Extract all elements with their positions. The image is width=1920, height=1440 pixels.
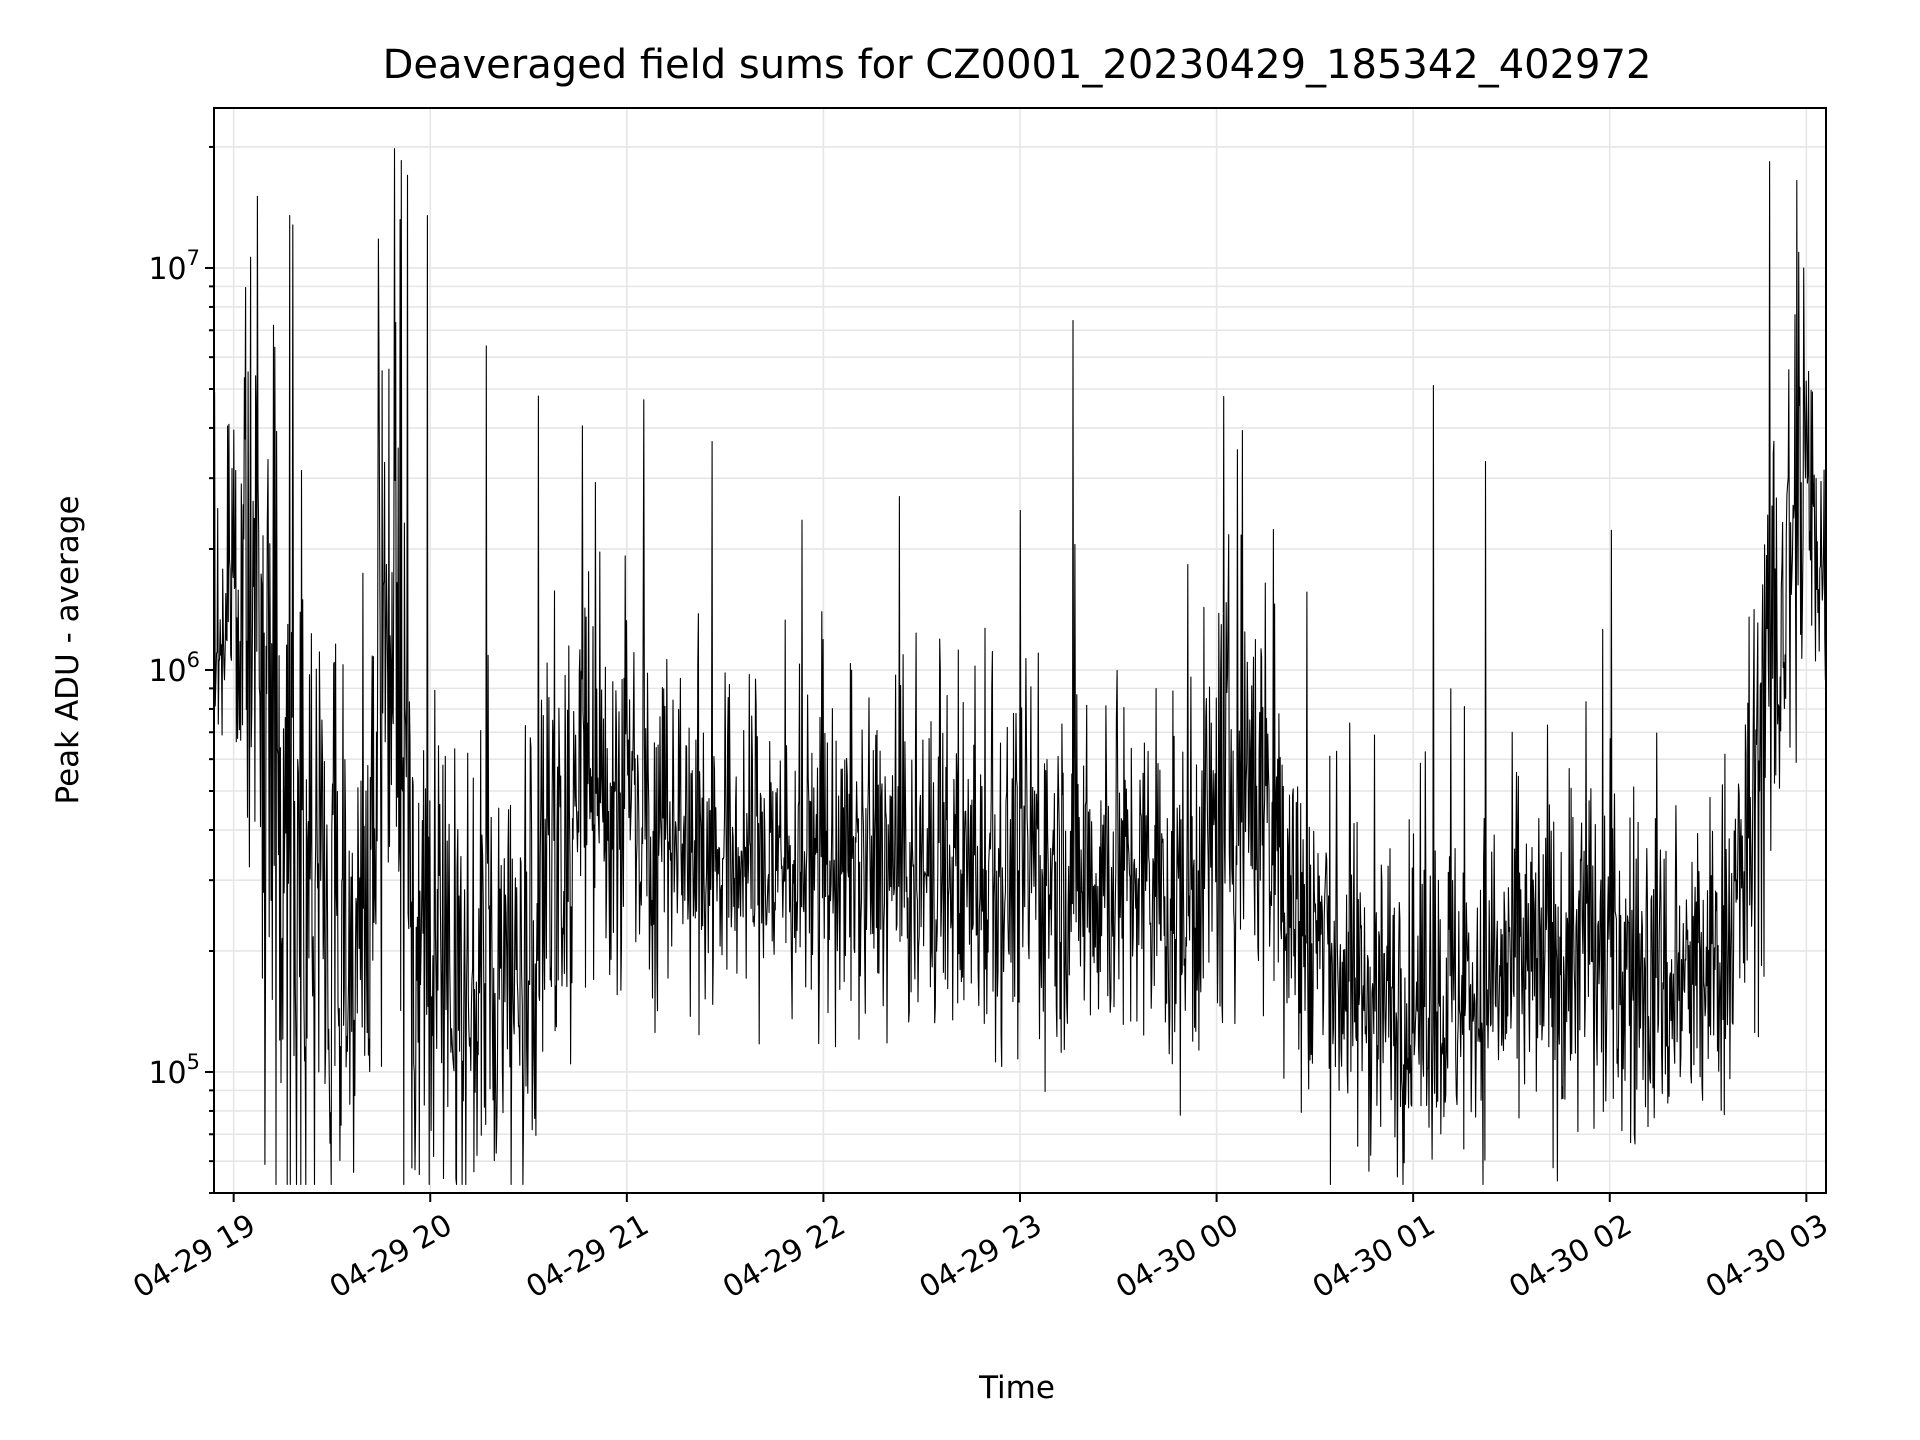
x-axis-label: Time [978, 1370, 1055, 1406]
y-tick-label: 106 [148, 648, 200, 689]
x-tick-label: 04-30 01 [1307, 1208, 1441, 1306]
chart-title: Deaveraged field sums for CZ0001_2023042… [383, 42, 1652, 88]
y-axis: 105 106 107 [148, 145, 214, 1194]
x-axis: 04-29 19 04-29 20 04-29 21 04-29 22 04-29 23… [127, 1193, 1834, 1305]
y-tick-label: 107 [148, 246, 200, 287]
x-tick-label: 04-29 19 [127, 1208, 261, 1306]
series-line [213, 148, 1827, 1186]
y-axis-label: Peak ADU - average [50, 495, 86, 804]
x-tick-label: 04-30 03 [1700, 1208, 1834, 1306]
x-tick-label: 04-29 23 [914, 1208, 1048, 1306]
x-tick-label: 04-30 02 [1503, 1208, 1637, 1306]
x-tick-label: 04-29 22 [717, 1208, 851, 1306]
series-layer [213, 148, 1827, 1186]
x-tick-label: 04-29 21 [521, 1208, 655, 1306]
x-tick-label: 04-29 20 [324, 1208, 458, 1306]
x-tick-label: 04-30 00 [1110, 1208, 1244, 1306]
y-tick-label: 105 [148, 1050, 200, 1091]
